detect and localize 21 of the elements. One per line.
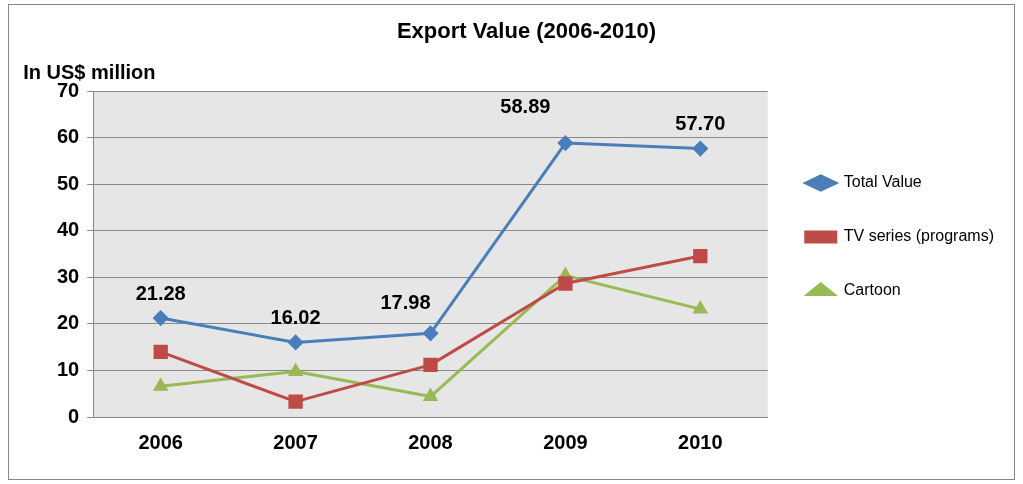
legend-label: Cartoon [843,281,901,299]
x-tick-label: 2007 [273,430,318,453]
x-tick-label: 2009 [543,430,588,453]
data-label: 16.02 [270,306,321,328]
x-tick-label: 2010 [678,430,723,453]
chart-title: Export Value (2006-2010) [396,18,657,44]
legend-label: TV series (programs) [843,227,994,245]
y-tick-label: 40 [57,218,80,241]
y-tick-label: 50 [57,171,80,194]
legend-label: Total Value [843,173,922,191]
y-tick-label: 20 [57,311,80,334]
data-label: 21.28 [135,281,186,304]
data-label: 17.98 [380,290,431,313]
y-tick-label: 30 [57,264,80,287]
x-tick-label: 2006 [138,430,183,453]
data-label: 57.70 [675,112,726,135]
y-tick-label: 10 [57,358,80,380]
y-tick-label: 0 [68,404,80,427]
data-label: 58.89 [500,94,551,117]
x-tick-label: 2008 [408,430,453,453]
y-tick-label: 60 [57,125,80,148]
